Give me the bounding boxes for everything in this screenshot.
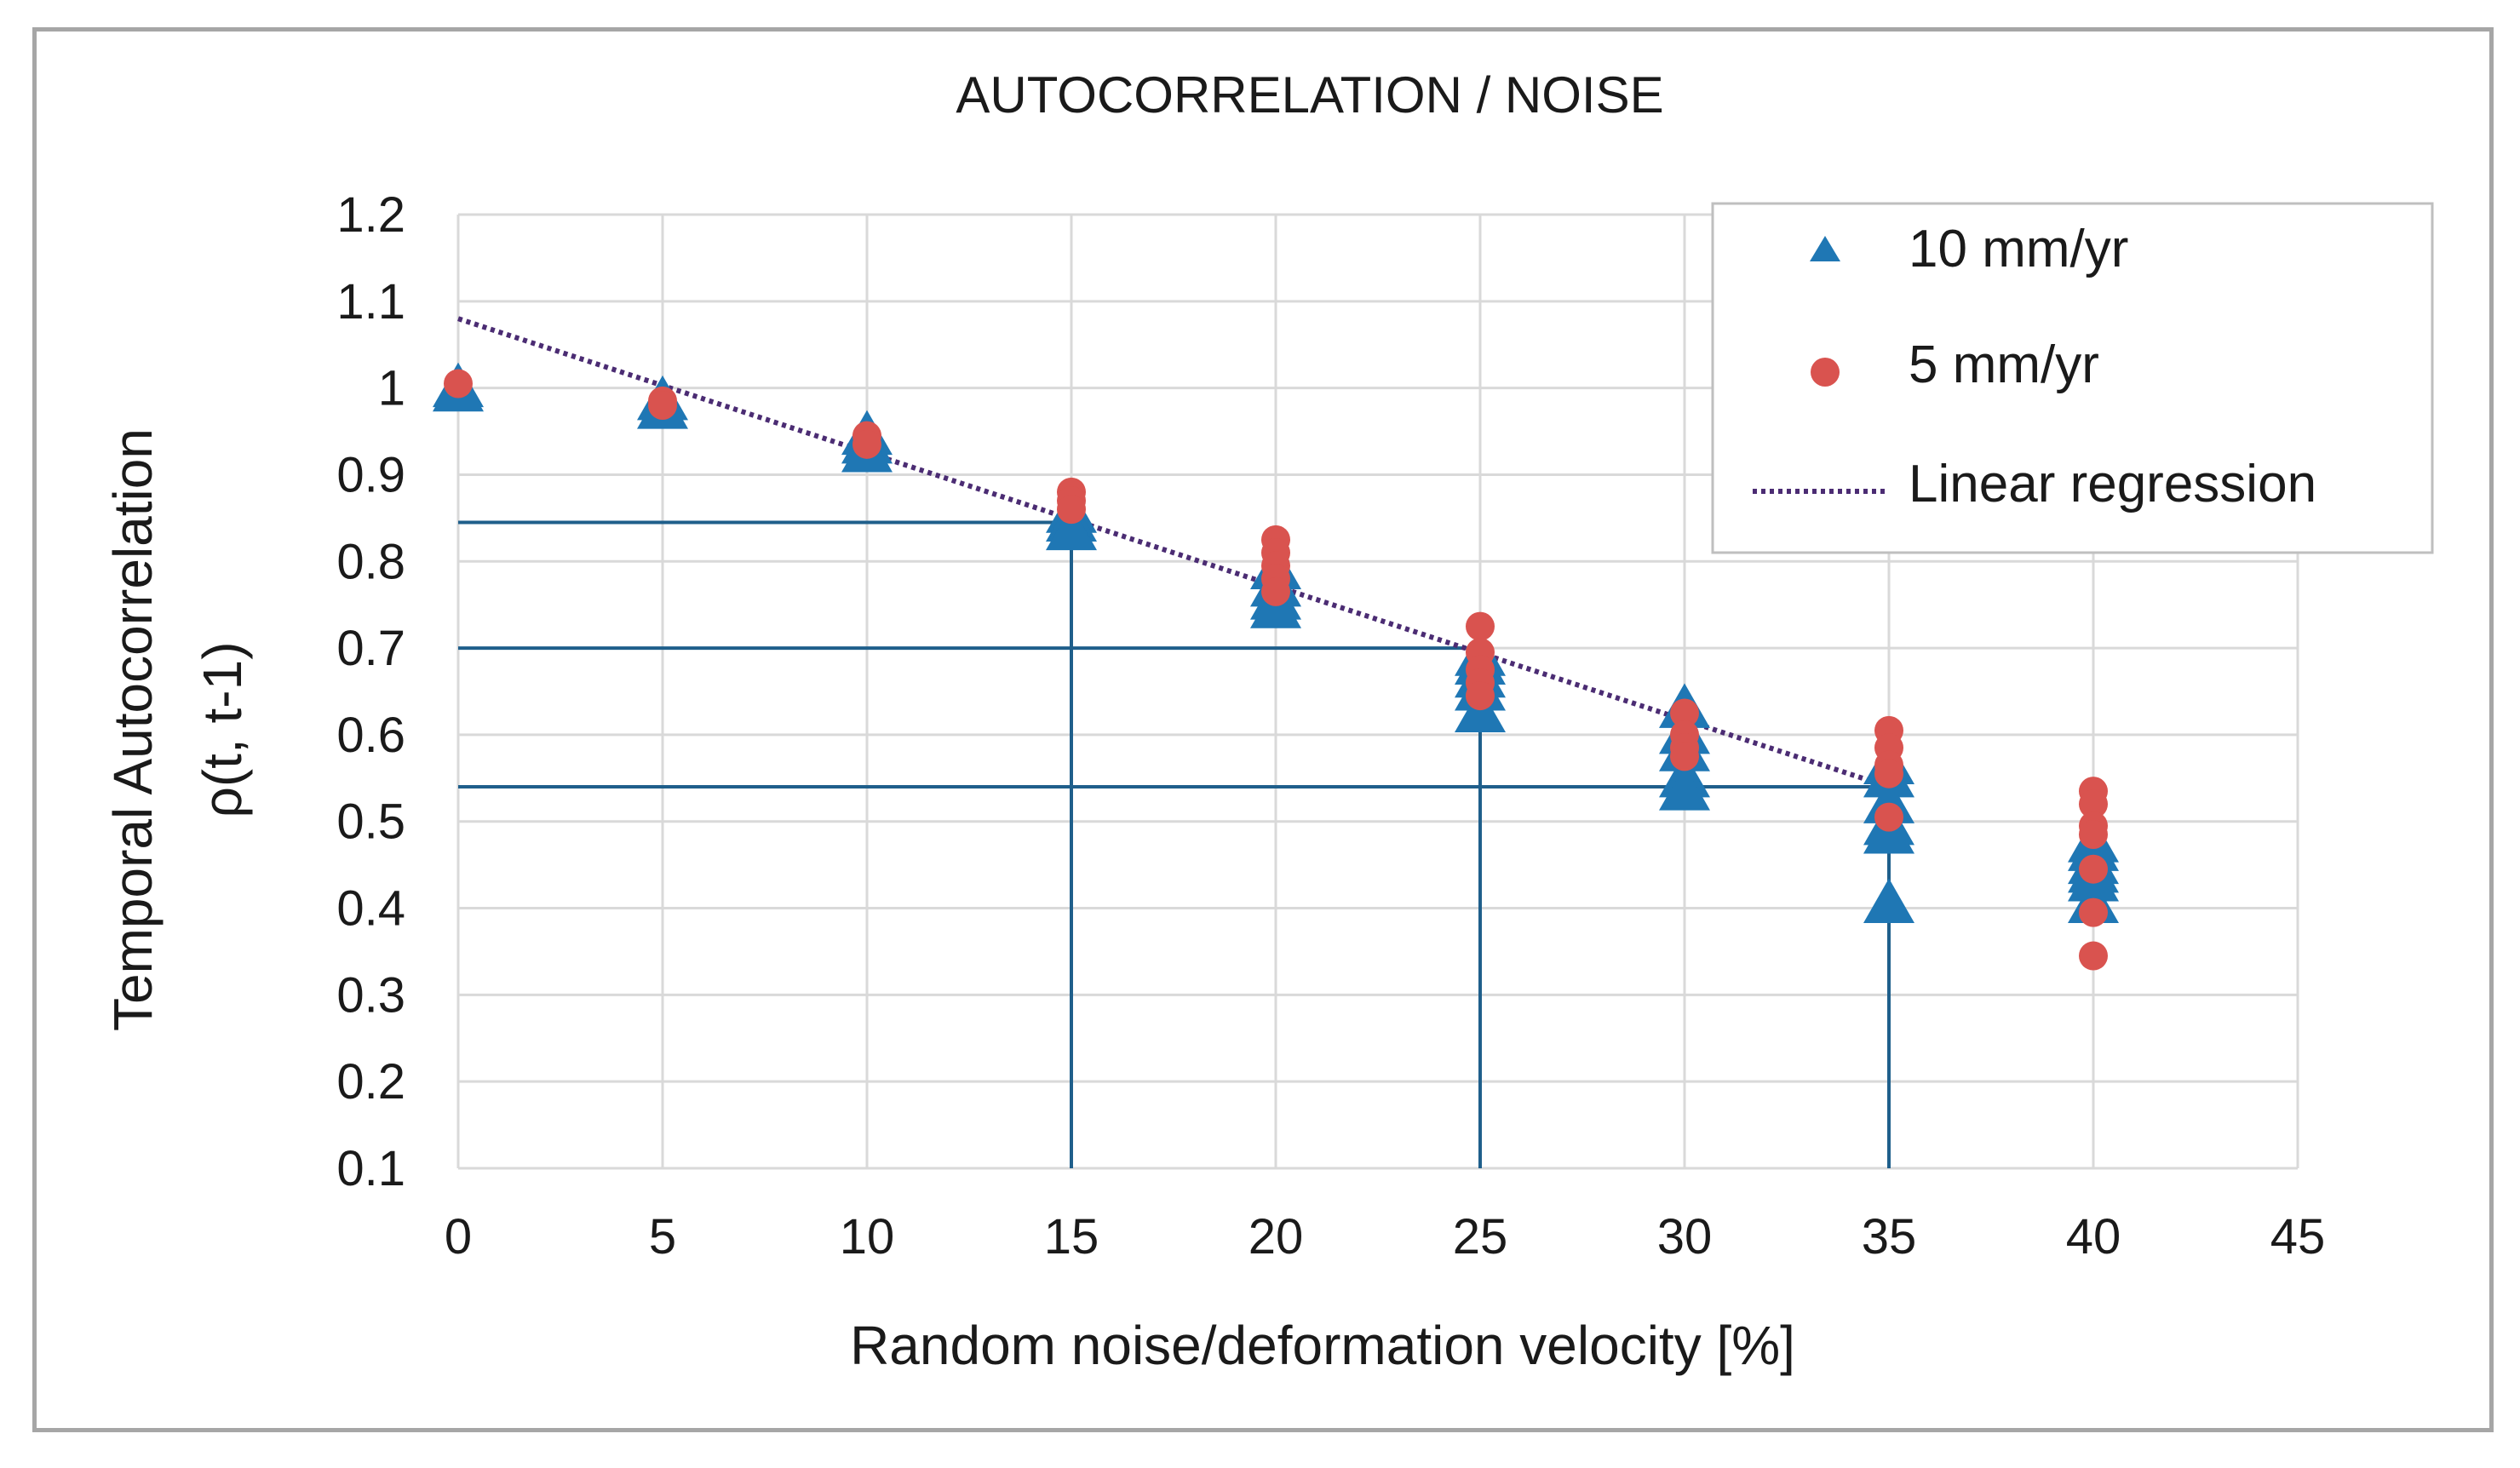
y-tick-label-7: 0.8	[336, 534, 405, 589]
x-tick-label-1: 5	[649, 1209, 676, 1264]
y-tick-label-8: 0.9	[336, 447, 405, 502]
circle-point-18	[1670, 698, 1699, 728]
circle-point-12	[1261, 576, 1290, 606]
x-tick-label-8: 40	[2066, 1209, 2121, 1264]
circle-point-21	[1670, 742, 1699, 771]
circle-point-25	[1874, 759, 1903, 788]
circle-point-33	[2079, 941, 2108, 971]
y-tick-label-0: 0.1	[336, 1141, 405, 1196]
x-tick-label-0: 0	[445, 1209, 472, 1264]
triangle-point-9	[1046, 505, 1097, 551]
circle-point-26	[1874, 802, 1903, 832]
x-tick-label-3: 15	[1044, 1209, 1099, 1264]
data-points	[433, 362, 2119, 971]
circle-point-4	[852, 429, 881, 459]
y-tick-label-1: 0.2	[336, 1054, 405, 1110]
y-tick-label-5: 0.6	[336, 708, 405, 763]
circle-point-31	[2079, 854, 2108, 884]
circle-point-30	[2079, 820, 2108, 849]
regression-line	[457, 316, 1890, 789]
y-tick-label-4: 0.5	[336, 794, 405, 850]
x-tick-label-9: 45	[2270, 1209, 2326, 1264]
x-axis-title: Random noise/deformation velocity [%]	[850, 1315, 1795, 1376]
y-tick-label-6: 0.7	[336, 621, 405, 676]
reference-lines	[458, 520, 1891, 1168]
legend-label-10mm: 10 mm/yr	[1909, 220, 2128, 278]
x-tick-label-4: 20	[1249, 1209, 1304, 1264]
circle-point-32	[2079, 897, 2108, 927]
y-tick-label-3: 0.4	[336, 881, 405, 937]
regression-line-group	[457, 316, 1890, 789]
chart-title: AUTOCORRELATION / NOISE	[956, 66, 1663, 123]
circle-point-2	[648, 391, 677, 420]
chart-svg: AUTOCORRELATION / NOISE 0.10.20.30.40.50…	[102, 66, 2434, 1376]
x-tick-label-6: 30	[1657, 1209, 1713, 1264]
tick-labels: 0.1 0.2 0.3 0.4 0.5 0.6 0.7 0.8 0.9 1 1.1 1.2 0 5 10 15…	[336, 187, 2325, 1264]
y-axis-title-line2: ρ(t, t-1)	[192, 641, 253, 817]
circle-point-0	[444, 369, 473, 399]
legend-marker-5mm	[1811, 358, 1840, 387]
circle-point-17	[1466, 681, 1495, 711]
y-tick-label-9: 1	[378, 361, 405, 416]
x-tick-label-2: 10	[840, 1209, 895, 1264]
y-tick-label-10: 1.1	[336, 274, 405, 330]
legend-marker-10mm	[1810, 236, 1840, 261]
y-tick-label-2: 0.3	[336, 967, 405, 1023]
circle-point-28	[2079, 789, 2108, 819]
legend-label-5mm: 5 mm/yr	[1909, 335, 2099, 394]
y-axis-title-line1: Temporal Autocorrelation	[102, 428, 164, 1031]
y-tick-label-11: 1.2	[336, 187, 405, 243]
triangle-point-23	[1659, 766, 1710, 811]
legend-label-regression: Linear regression	[1909, 455, 2316, 513]
legend: 10 mm/yr 5 mm/yr Linear regression	[1711, 202, 2434, 554]
circle-point-7	[1057, 495, 1086, 525]
x-tick-label-7: 35	[1862, 1209, 1917, 1264]
circle-point-13	[1466, 611, 1495, 641]
x-tick-label-5: 25	[1453, 1209, 1508, 1264]
triangle-point-29	[1863, 878, 1914, 923]
chart-frame: AUTOCORRELATION / NOISE 0.1 0.2 0.3 0.4 0.5 0…	[32, 27, 2494, 1432]
